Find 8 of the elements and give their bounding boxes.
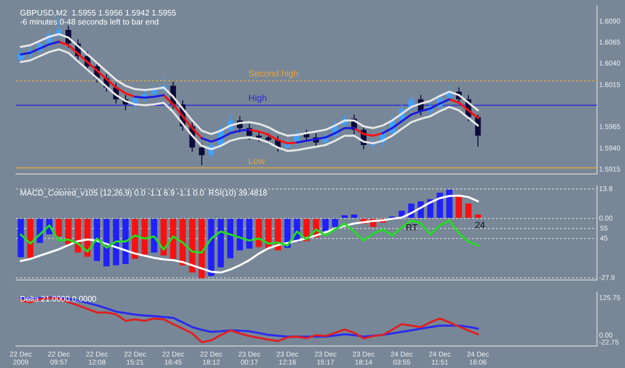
annotation: 24 (474, 220, 486, 230)
ref-line-label: Second high (248, 68, 298, 79)
ref-line-label: Low (248, 156, 266, 166)
annotation: RT (406, 222, 418, 233)
ref-line-label: High (248, 93, 267, 104)
chart-title: GBPUSD,M2 1.5955 1.5956 1.5942 1.5955 (20, 8, 177, 18)
text: -6 minutes 0-48 seconds left to bar end (20, 17, 159, 26)
chart-title: MACD_Colored_v105 (12,26,9) 0.0 -1.1 6.9 -1.1 0.0 RSI(10) 39.4818 (20, 188, 268, 198)
